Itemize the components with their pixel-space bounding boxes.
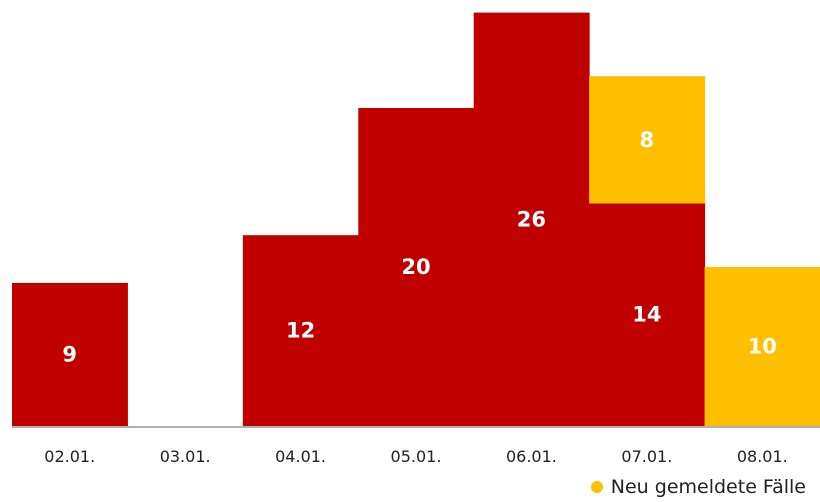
legend-label-new-cases: Neu gemeldete Fälle	[610, 476, 806, 498]
data-label-existing-06-01: 26	[517, 207, 546, 231]
bar-new-08-01	[704, 267, 820, 426]
data-label-new-08-01: 10	[748, 335, 777, 359]
data-label-existing-05-01: 20	[401, 255, 430, 279]
data-label-existing-04-01: 12	[286, 319, 315, 343]
x-tick-label: 08.01.	[737, 447, 788, 466]
bar-existing-04-01	[242, 235, 359, 426]
data-label-new-07-01: 8	[640, 128, 655, 152]
bar-existing-07-01	[589, 203, 706, 426]
legend-marker-new-cases	[590, 481, 603, 493]
data-label-existing-07-01: 14	[632, 303, 661, 327]
x-axis-ticks: 02.01. 03.01. 04.01. 05.01. 06.01. 07.01. 08.0…	[44, 447, 787, 466]
x-tick-label: 06.01.	[506, 447, 557, 466]
legend: Neu gemeldete Fälle	[590, 476, 806, 498]
bar-existing-02-01	[12, 282, 128, 426]
bar-existing-06-01	[473, 12, 590, 426]
x-tick-label: 03.01.	[160, 447, 211, 466]
x-tick-label: 02.01.	[44, 447, 95, 466]
x-tick-label: 05.01.	[391, 447, 442, 466]
data-label-existing-02-01: 9	[62, 342, 77, 366]
x-tick-label: 04.01.	[275, 447, 326, 466]
bar-existing-05-01	[358, 108, 475, 426]
bar-new-07-01	[589, 76, 706, 204]
bar-labels-group: 9 12 20 26 14 8 10	[62, 128, 777, 367]
x-tick-label: 07.01.	[621, 447, 672, 466]
bars-group	[12, 12, 820, 426]
